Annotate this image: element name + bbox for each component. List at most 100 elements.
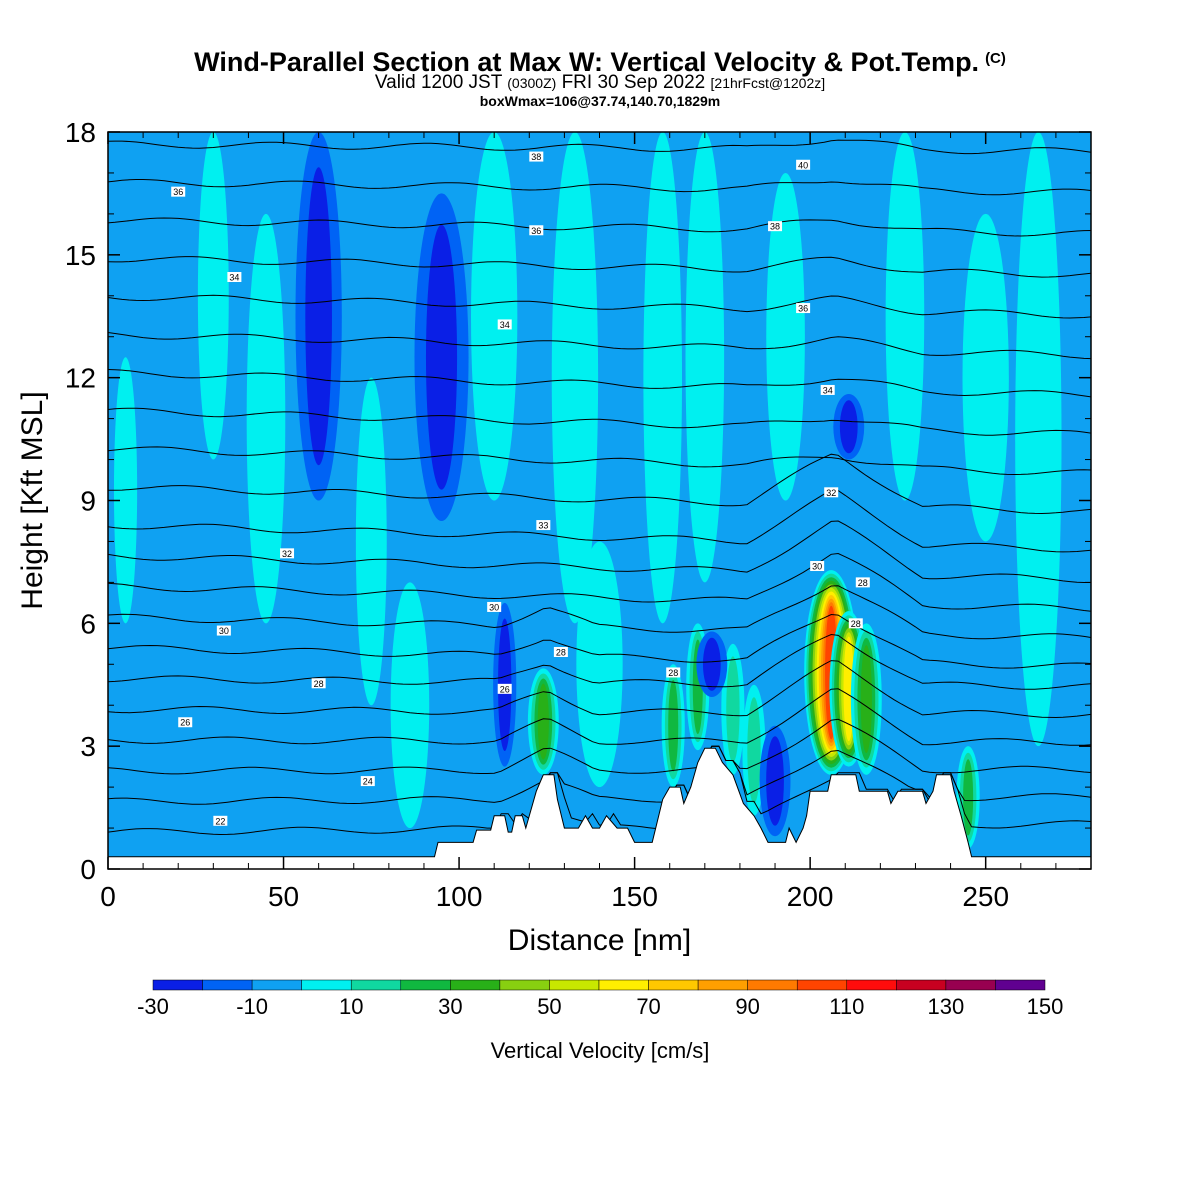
theta-contour (108, 256, 1091, 278)
chart-subtitle: Valid 1200 JST (0300Z) FRI 30 Sep 2022 [… (374, 72, 826, 93)
contour-label-text: 28 (851, 619, 861, 629)
w-feature-27 (390, 582, 430, 829)
w-feature-16 (246, 213, 286, 624)
colorbar-swatch (499, 979, 550, 991)
colorbar-swatch (648, 979, 699, 991)
theta-contour (108, 407, 1091, 436)
contour-label: 30 (216, 625, 231, 636)
theta-contour (108, 745, 1091, 805)
y-axis-label: Height [Kft MSL] (16, 391, 49, 609)
theta-contour (108, 179, 1091, 196)
colorbar-swatch (995, 979, 1046, 991)
contour-label: 24 (360, 776, 375, 787)
contour-label-text: 36 (173, 187, 183, 197)
w-level (839, 400, 858, 454)
contour-label: 26 (497, 683, 512, 694)
w-level (962, 213, 1009, 542)
theta-contour (108, 489, 1091, 553)
theta-contour (108, 660, 1091, 719)
contour-label: 28 (311, 678, 326, 689)
w-feature-18 (471, 132, 518, 501)
theta-contour (108, 745, 1091, 836)
theta-contour (108, 139, 1091, 155)
contour-label-text: 38 (770, 222, 780, 232)
theta-contour (108, 96, 1091, 113)
x-tick-label: 250 (962, 881, 1009, 912)
colorbar-label: Vertical Velocity [cm/s] (490, 1038, 710, 1063)
colorbar-swatch (152, 979, 203, 991)
theta-contour (108, 369, 1091, 398)
w-feature-2 (850, 623, 882, 775)
terrain (108, 747, 1091, 869)
contour-label: 32 (824, 487, 839, 498)
contour-label-text: 28 (858, 578, 868, 588)
contour-label-text: 32 (826, 488, 836, 498)
theta-contour (108, 217, 1091, 237)
w-level (425, 224, 458, 490)
colorbar-tick-label: -10 (236, 994, 268, 1019)
contour-label-text: 28 (556, 647, 566, 657)
w-level (702, 637, 721, 691)
contour-label: 28 (666, 667, 681, 678)
w-feature-17 (355, 377, 387, 706)
w-level (747, 697, 761, 804)
contour-label-text: 34 (500, 320, 510, 330)
colorbar-tick-label: 150 (1027, 994, 1064, 1019)
contour-label-text: 38 (531, 152, 541, 162)
colorbar-swatch (747, 979, 798, 991)
contour-label: 33 (536, 520, 551, 531)
w-feature-22 (766, 172, 805, 501)
w-level (963, 759, 974, 836)
contour-label-text: 30 (219, 626, 229, 636)
contour-label-text: 24 (363, 777, 373, 787)
w-level (860, 645, 872, 754)
colorbar-tick-label: 130 (928, 994, 965, 1019)
contour-label: 36 (171, 186, 186, 197)
w-feature-28 (576, 541, 623, 788)
contour-label: 34 (497, 319, 512, 330)
terrain-profile (108, 747, 1091, 869)
y-tick-label: 9 (80, 486, 96, 517)
w-level (668, 679, 679, 772)
x-tick-label: 150 (611, 881, 658, 912)
theta-contour (108, 332, 1091, 360)
w-feature-20 (643, 132, 682, 624)
contour-label-text: 34 (823, 385, 833, 395)
w-level (246, 213, 286, 624)
theta-contour (108, 613, 1091, 669)
w-level (471, 132, 518, 501)
contour-label: 40 (796, 159, 811, 170)
colorbar-swatch (251, 979, 302, 991)
colorbar-tick-label: 30 (438, 994, 462, 1019)
x-tick-label: 100 (436, 881, 483, 912)
w-level (305, 167, 332, 466)
colorbar-swatch (549, 979, 600, 991)
colorbar-tick-label: 50 (537, 994, 561, 1019)
colorbar-tick-label: 110 (829, 994, 864, 1019)
theta-contour (108, 633, 1091, 690)
contour-label: 38 (768, 221, 783, 232)
y-tick-label: 18 (65, 117, 96, 148)
x-tick-label: 50 (268, 881, 299, 912)
w-feature-14 (696, 631, 728, 698)
w-feature-24 (1015, 132, 1062, 747)
theta-contour (108, 688, 1091, 746)
w-level (766, 172, 805, 501)
theta-contour (108, 718, 1091, 775)
theta-contours: 22 24 26 28 30 32 34 36 38 40 36 38 34 36 34 32 33 30 28 26… (108, 96, 1091, 836)
contour-label: 26 (178, 717, 193, 728)
contour-label-text: 26 (500, 684, 510, 694)
box-info: boxWmax=106@37.74,140.70,1829m (479, 93, 721, 109)
w-level (537, 683, 549, 760)
w-level (576, 541, 623, 788)
chart-title: Wind-Parallel Section at Max W: Vertical… (194, 47, 1006, 77)
colorbar-swatch (796, 979, 848, 991)
x-tick-label: 200 (787, 881, 834, 912)
w-feature-12 (414, 193, 469, 521)
contour-label-text: 34 (229, 273, 239, 283)
contour-label: 30 (487, 601, 502, 612)
theta-contour (108, 552, 1091, 612)
w-level (643, 132, 682, 624)
contour-label-text: 36 (798, 304, 808, 314)
